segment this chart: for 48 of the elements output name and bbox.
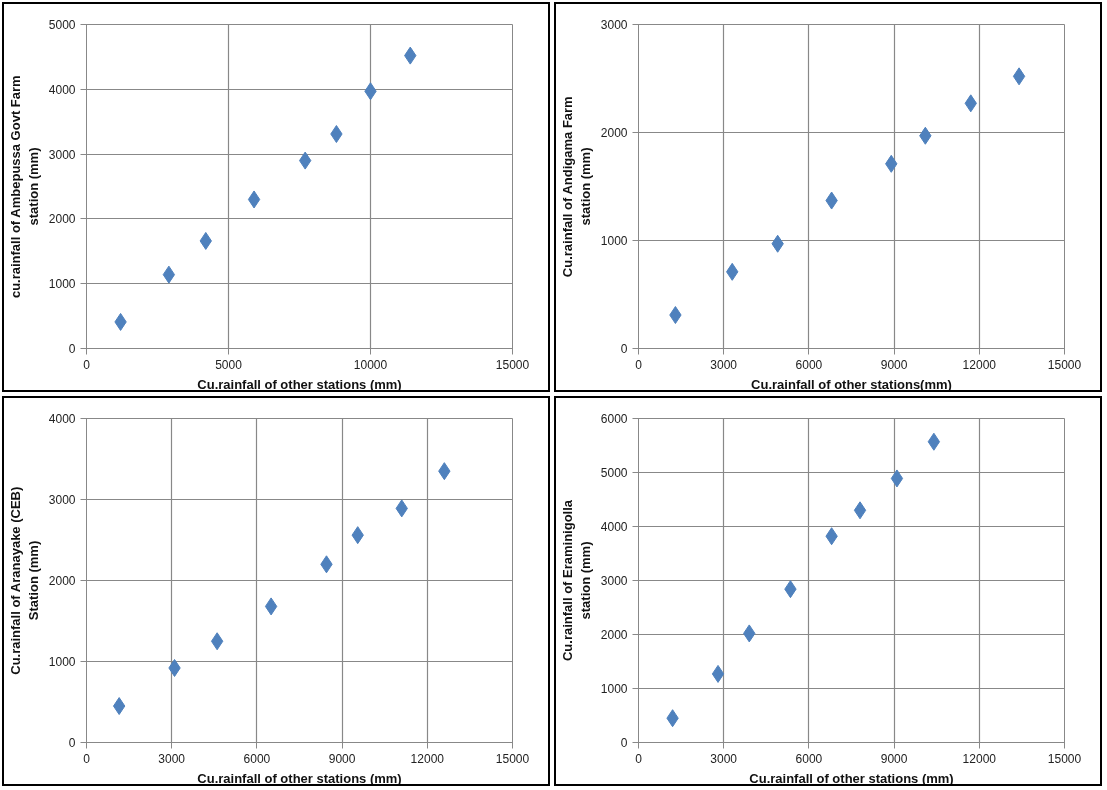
x-tick-label: 10000: [353, 357, 388, 372]
y-axis-title: cu.rainfall of Ambepussa Govt Farm station (mm): [7, 75, 41, 299]
y-tick-label: 5000: [600, 466, 628, 480]
y-tick-label: 0: [68, 342, 76, 356]
y-tick-label: 3000: [48, 493, 76, 507]
y-tick-label: 0: [620, 736, 628, 750]
y-tick-label: 1000: [600, 234, 628, 248]
y-tick-label: 3000: [600, 574, 628, 588]
x-tick-label: 3000: [710, 357, 738, 372]
y-tick-label: 1000: [600, 682, 628, 696]
y-tick-label: 2000: [48, 574, 76, 588]
x-tick-label: 12000: [962, 751, 997, 766]
y-tick-label: 2000: [48, 212, 76, 227]
x-tick-label: 12000: [962, 357, 997, 372]
x-tick-label: 0: [635, 357, 643, 372]
x-tick-label: 9000: [880, 357, 908, 372]
y-axis-title: Cu.rainfall of Eraminigolla station (mm): [559, 499, 593, 662]
y-tick-label: 0: [68, 736, 76, 750]
x-tick-label: 6000: [795, 357, 823, 372]
y-tick-label: 3000: [600, 18, 628, 32]
y-axis-title: Cu.rainfall of Aranayake (CEB) Station (mm): [7, 486, 41, 675]
x-tick-label: 0: [83, 751, 91, 766]
x-tick-label: 15000: [495, 751, 530, 766]
x-tick-label: 12000: [410, 751, 445, 766]
y-tick-label: 4000: [48, 412, 76, 426]
y-tick-label: 2000: [600, 126, 628, 140]
y-tick-label: 5000: [48, 18, 76, 32]
y-axis-title: Cu.rainfall of Andigama Farm station (mm): [559, 96, 593, 278]
y-tick-label: 0: [620, 342, 628, 356]
x-tick-label: 6000: [795, 751, 823, 766]
y-tick-label: 1000: [48, 655, 76, 669]
y-tick-label: 2000: [600, 628, 628, 642]
y-tick-label: 3000: [48, 147, 76, 162]
x-tick-label: 9000: [328, 751, 356, 766]
y-tick-label: 6000: [600, 412, 628, 426]
y-tick-label: 1000: [48, 277, 76, 292]
y-tick-label: 4000: [48, 82, 76, 97]
x-tick-label: 15000: [1047, 751, 1082, 766]
x-tick-label: 15000: [495, 357, 530, 372]
x-tick-label: 0: [635, 751, 643, 766]
x-tick-label: 0: [83, 357, 91, 372]
x-tick-label: 9000: [880, 751, 908, 766]
x-tick-label: 5000: [215, 357, 243, 372]
x-tick-label: 3000: [158, 751, 186, 766]
x-tick-label: 6000: [243, 751, 271, 766]
y-tick-label: 4000: [600, 520, 628, 534]
x-tick-label: 15000: [1047, 357, 1082, 372]
x-tick-label: 3000: [710, 751, 738, 766]
